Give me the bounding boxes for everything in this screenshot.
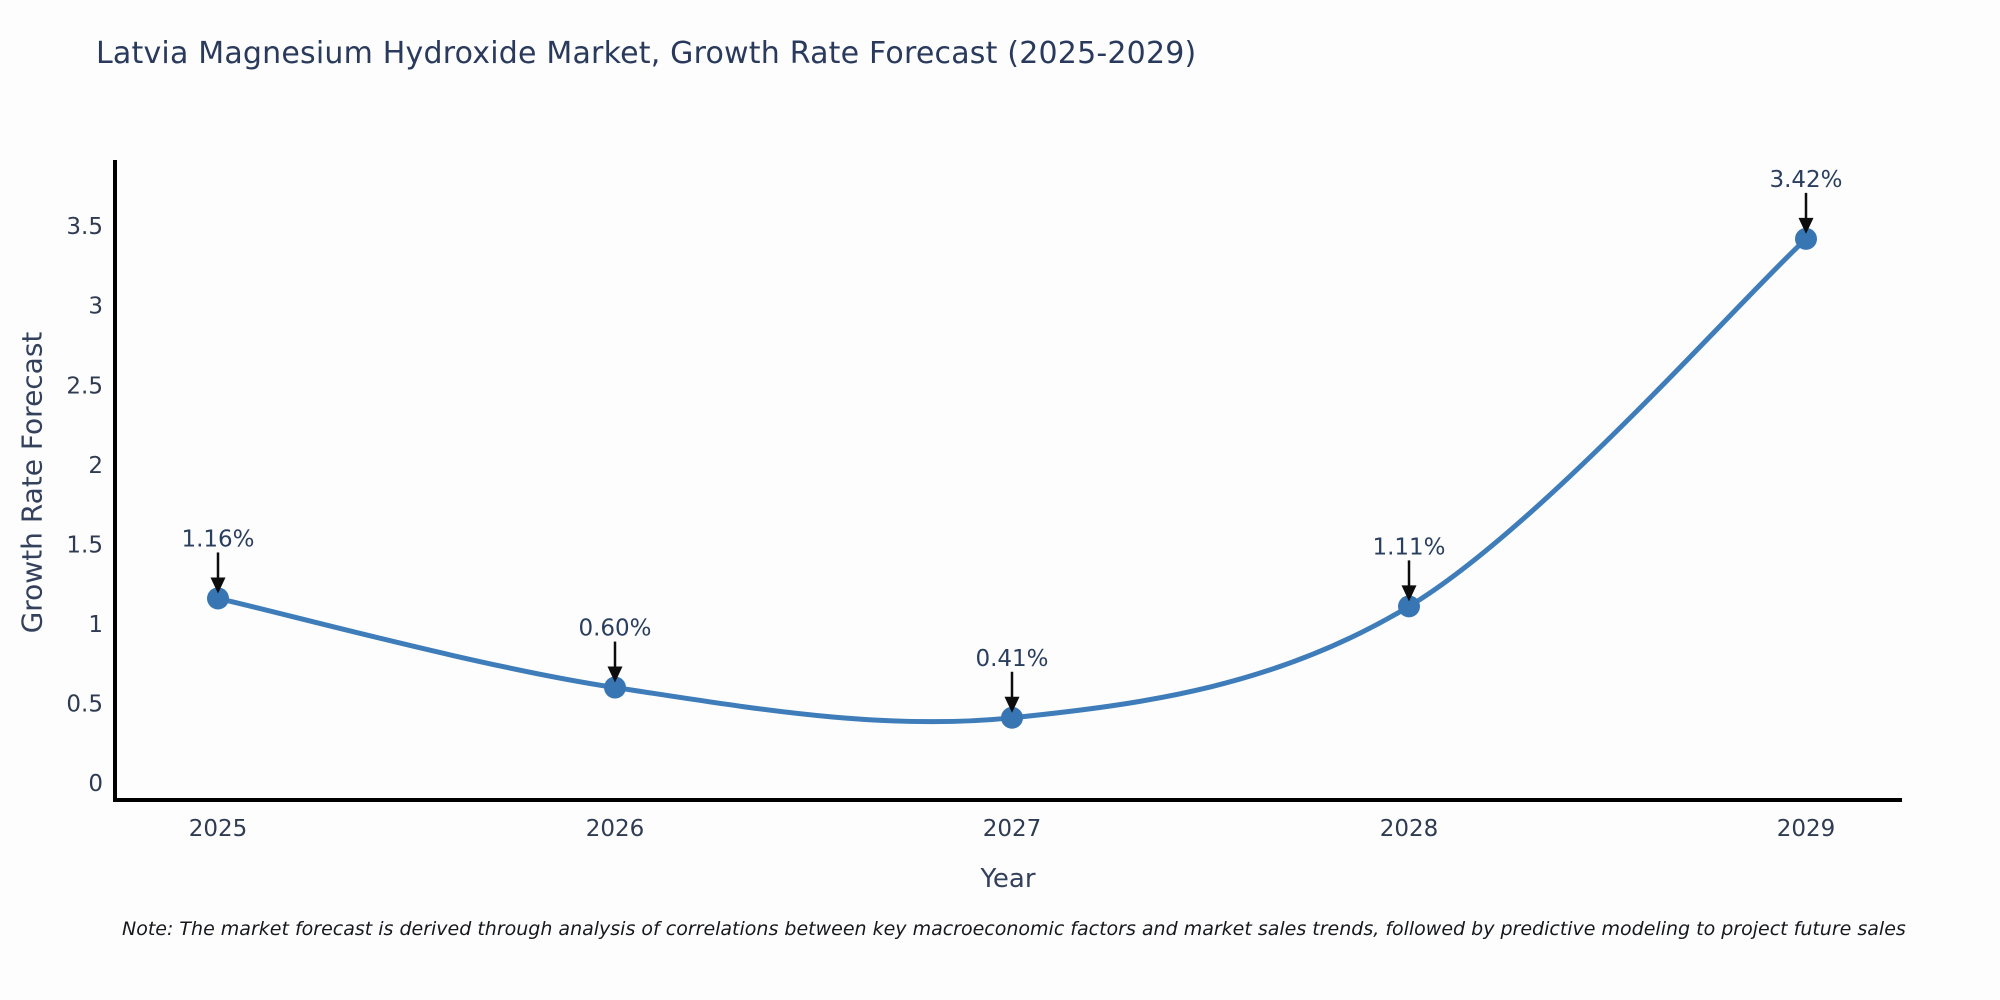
annotation-arrowhead-icon [1004, 696, 1020, 713]
y-tick-label: 2 [88, 453, 103, 479]
x-tick-label: 2029 [1777, 816, 1836, 842]
annotation-label: 1.16% [181, 526, 254, 552]
y-tick-label: 1.5 [66, 532, 103, 558]
data-point-marker [207, 587, 229, 610]
y-tick-label: 0.5 [66, 691, 103, 717]
x-tick-label: 2026 [586, 816, 645, 842]
data-point-marker [1398, 595, 1420, 618]
x-tick-label: 2027 [983, 816, 1042, 842]
annotation-arrowhead-icon [607, 666, 623, 683]
data-point-marker [1001, 706, 1023, 729]
annotation-label: 1.11% [1372, 534, 1445, 560]
x-axis-title: Year [980, 864, 1036, 894]
y-tick-label: 2.5 [66, 373, 103, 399]
footnote: Note: The market forecast is derived thr… [122, 918, 1906, 940]
annotation-label: 0.41% [975, 646, 1048, 672]
y-axis-title: Growth Rate Forecast [15, 331, 49, 634]
annotation-arrowhead-icon [1401, 585, 1417, 602]
x-tick-label: 2028 [1380, 816, 1439, 842]
data-point-marker [604, 676, 626, 699]
annotation-arrowhead-icon [210, 577, 226, 594]
x-tick-label: 2025 [189, 816, 248, 842]
annotation-arrowhead-icon [1798, 217, 1814, 234]
annotation-label: 3.42% [1769, 167, 1842, 193]
y-tick-label: 1 [88, 612, 103, 638]
data-point-marker [1795, 227, 1817, 250]
y-tick-label: 3 [88, 294, 103, 320]
annotation-label: 0.60% [578, 616, 651, 642]
y-tick-label: 3.5 [66, 214, 103, 240]
y-tick-label: 0 [88, 771, 103, 797]
chart-title: Latvia Magnesium Hydroxide Market, Growt… [96, 36, 1197, 71]
